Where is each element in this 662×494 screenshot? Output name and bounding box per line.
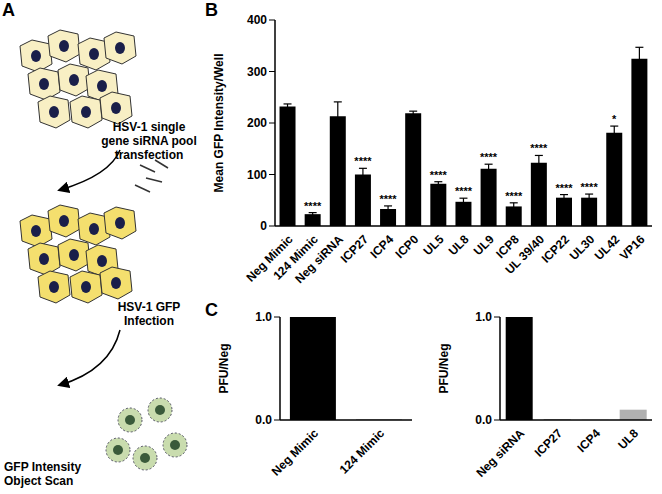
svg-text:****: **** xyxy=(581,181,599,193)
svg-text:100: 100 xyxy=(247,168,267,182)
svg-text:UL8: UL8 xyxy=(446,232,472,258)
html-text:GFP Intensity Object Scan: GFP Intensity Object Scan xyxy=(4,460,82,488)
svg-text:*: * xyxy=(612,113,617,125)
svg-text:****: **** xyxy=(304,200,322,212)
svg-text:124 Mimic: 124 Mimic xyxy=(337,426,388,477)
svg-text:1.0: 1.0 xyxy=(255,310,272,324)
svg-text:****: **** xyxy=(430,169,448,181)
svg-text:0.0: 0.0 xyxy=(255,413,272,427)
svg-text:300: 300 xyxy=(247,65,267,79)
html-text:C: C xyxy=(205,300,218,320)
svg-text:ICP4: ICP4 xyxy=(367,232,396,261)
svg-text:****: **** xyxy=(530,142,548,154)
svg-text:1.0: 1.0 xyxy=(475,310,492,324)
svg-text:Neg Mimic: Neg Mimic xyxy=(269,426,322,479)
svg-text:UL42: UL42 xyxy=(592,232,623,263)
svg-text:UL30: UL30 xyxy=(567,232,598,263)
svg-text:****: **** xyxy=(480,151,498,163)
svg-text:0: 0 xyxy=(260,219,267,233)
svg-text:Neg siRNA: Neg siRNA xyxy=(473,426,527,480)
svg-text:400: 400 xyxy=(247,13,267,27)
svg-text:****: **** xyxy=(455,185,473,197)
html-text:B: B xyxy=(205,0,218,20)
svg-text:PFU/Neg: PFU/Neg xyxy=(437,343,451,393)
svg-text:PFU/Neg: PFU/Neg xyxy=(217,343,231,393)
svg-text:****: **** xyxy=(379,193,397,205)
svg-text:ICP27: ICP27 xyxy=(338,232,372,266)
svg-text:ICP0: ICP0 xyxy=(393,232,422,261)
svg-text:UL 39/40: UL 39/40 xyxy=(502,232,547,277)
html-text:A: A xyxy=(2,0,15,20)
svg-text:****: **** xyxy=(505,190,523,202)
svg-text:ICP27: ICP27 xyxy=(532,426,566,460)
svg-text:UL5: UL5 xyxy=(421,232,447,258)
svg-text:0.0: 0.0 xyxy=(475,413,492,427)
svg-text:UL9: UL9 xyxy=(471,232,497,258)
svg-text:****: **** xyxy=(354,155,372,167)
svg-text:ICP22: ICP22 xyxy=(539,232,573,266)
svg-text:VP16: VP16 xyxy=(617,232,648,263)
svg-text:ICP8: ICP8 xyxy=(493,232,522,261)
svg-text:Neg Mimic: Neg Mimic xyxy=(243,232,296,285)
svg-text:****: **** xyxy=(555,182,573,194)
svg-text:UL8: UL8 xyxy=(615,426,641,452)
svg-text:Neg siRNA: Neg siRNA xyxy=(292,232,346,286)
svg-text:Mean GFP Intensity/Well: Mean GFP Intensity/Well xyxy=(212,54,226,193)
svg-text:ICP4: ICP4 xyxy=(574,426,603,455)
svg-text:124 Mimic: 124 Mimic xyxy=(270,232,321,283)
svg-text:200: 200 xyxy=(247,116,267,130)
html-text:HSV-1 single gene siRNA pool t: HSV-1 single gene siRNA pool transfectio… xyxy=(101,120,197,162)
html-text:HSV-1 GFP Infection: HSV-1 GFP Infection xyxy=(117,300,181,328)
